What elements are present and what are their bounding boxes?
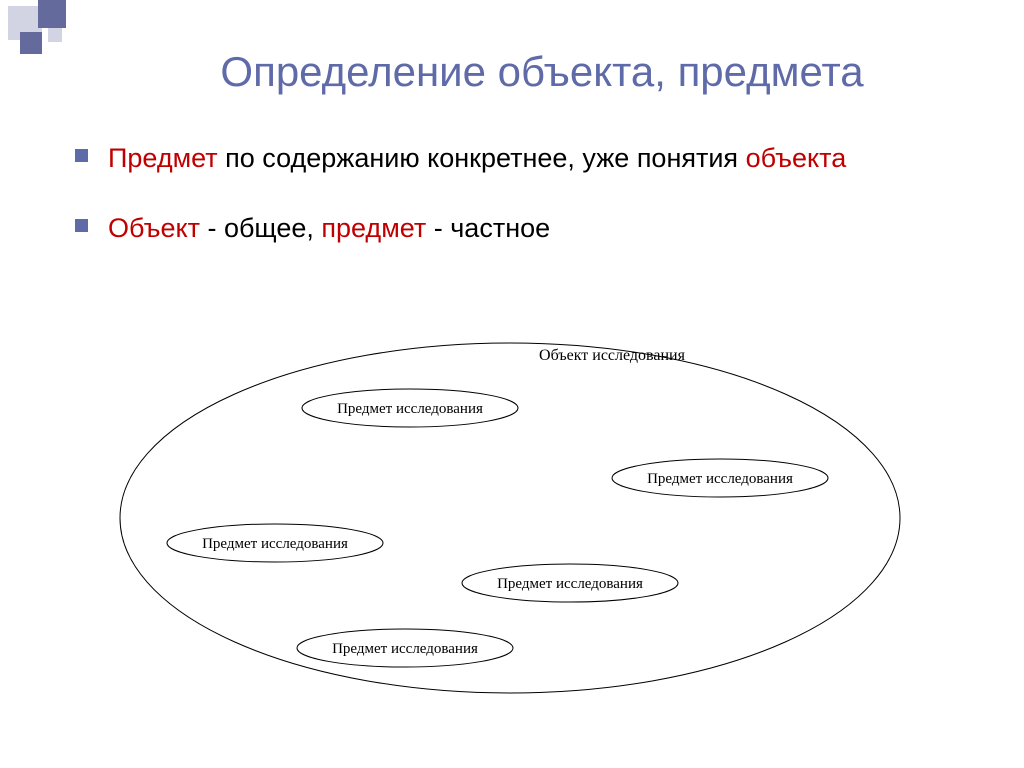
- bullet-marker-icon: [75, 149, 88, 162]
- plain-text: - общее,: [200, 213, 321, 243]
- accent-text: объекта: [746, 143, 847, 173]
- bullet-text: Предмет по содержанию конкретнее, уже по…: [108, 140, 846, 176]
- deco-square: [48, 28, 62, 42]
- inner-ellipse-label: Предмет исследования: [332, 641, 478, 657]
- bullet-list: Предмет по содержанию конкретнее, уже по…: [75, 140, 964, 281]
- inner-ellipse-label: Предмет исследования: [337, 401, 483, 417]
- bullet-item: Предмет по содержанию конкретнее, уже по…: [75, 140, 964, 176]
- plain-text: по содержанию конкретнее, уже понятия: [218, 143, 746, 173]
- bullet-item: Объект - общее, предмет - частное: [75, 210, 964, 246]
- slide-title: Определение объекта, предмета: [100, 48, 984, 96]
- deco-square: [20, 32, 42, 54]
- object-subject-diagram: Объект исследования Предмет исследования П…: [100, 318, 920, 718]
- slide: Определение объекта, предмета Предмет по…: [0, 0, 1024, 768]
- inner-ellipse-label: Предмет исследования: [202, 536, 348, 552]
- bullet-marker-icon: [75, 219, 88, 232]
- outer-ellipse: [120, 343, 900, 693]
- outer-ellipse-label: Объект исследования: [539, 347, 686, 364]
- inner-ellipse-label: Предмет исследования: [647, 471, 793, 487]
- inner-ellipse-label: Предмет исследования: [497, 576, 643, 592]
- accent-text: Предмет: [108, 143, 218, 173]
- accent-text: Объект: [108, 213, 200, 243]
- plain-text: - частное: [426, 213, 550, 243]
- deco-square: [38, 0, 66, 28]
- accent-text: предмет: [321, 213, 426, 243]
- bullet-text: Объект - общее, предмет - частное: [108, 210, 550, 246]
